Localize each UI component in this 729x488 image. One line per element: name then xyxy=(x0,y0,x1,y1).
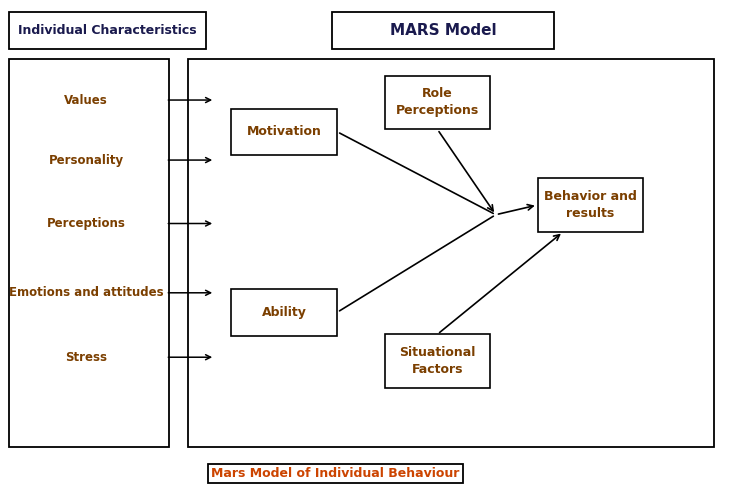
Text: Emotions and attitudes: Emotions and attitudes xyxy=(9,286,163,299)
Text: Individual Characteristics: Individual Characteristics xyxy=(17,24,197,37)
Text: Mars Model of Individual Behaviour: Mars Model of Individual Behaviour xyxy=(211,467,459,480)
Bar xyxy=(332,12,554,49)
Text: Perceptions: Perceptions xyxy=(47,217,125,230)
Text: Behavior and
results: Behavior and results xyxy=(544,190,637,220)
Text: Stress: Stress xyxy=(65,351,107,364)
Text: Ability: Ability xyxy=(262,306,307,319)
Polygon shape xyxy=(60,376,165,447)
Bar xyxy=(188,59,714,447)
Text: Situational
Factors: Situational Factors xyxy=(399,346,475,376)
Bar xyxy=(232,289,337,336)
Bar xyxy=(384,76,490,129)
Text: Values: Values xyxy=(64,94,108,106)
Bar xyxy=(384,334,490,388)
Text: MARS Model: MARS Model xyxy=(389,23,496,38)
Bar xyxy=(232,109,337,155)
Text: Role
Perceptions: Role Perceptions xyxy=(396,87,479,118)
Bar xyxy=(9,59,169,447)
Text: Personality: Personality xyxy=(48,154,124,166)
Text: Motivation: Motivation xyxy=(247,125,321,138)
Bar xyxy=(538,178,644,232)
Bar xyxy=(9,12,206,49)
